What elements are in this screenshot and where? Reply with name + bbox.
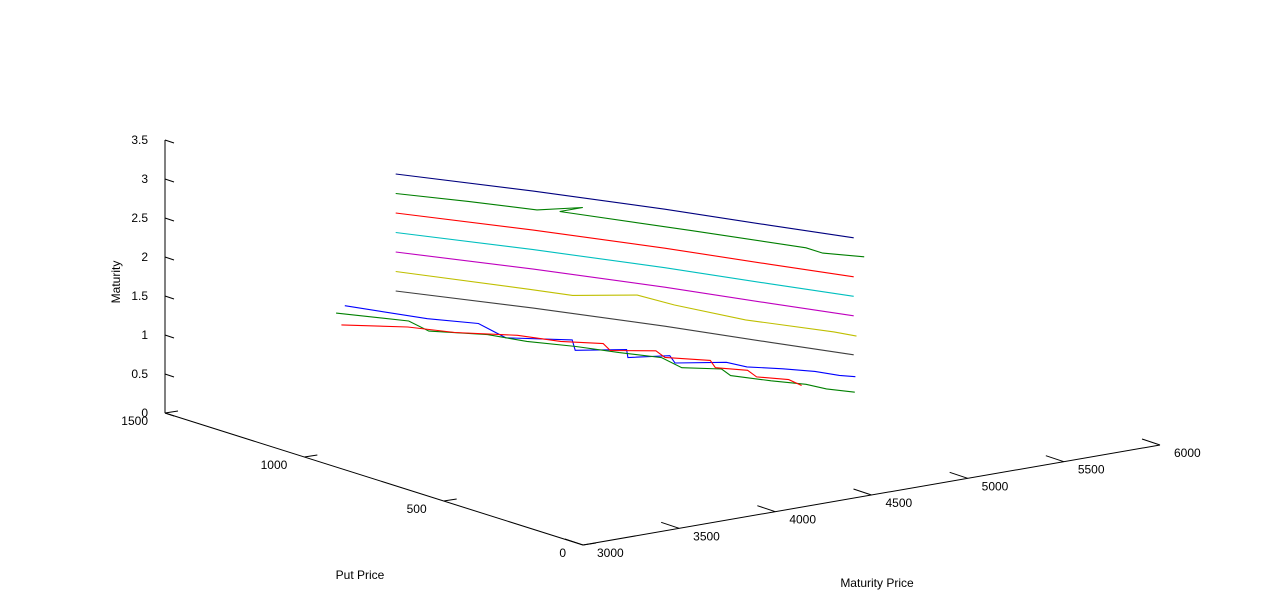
z-tick-label: 3	[141, 172, 148, 186]
series-line-7	[395, 290, 854, 356]
z-tick-label: 1.5	[131, 289, 148, 303]
y-tick-mark	[1045, 455, 1064, 463]
z-tick-label: 3.5	[131, 133, 148, 147]
x-tick-mark	[582, 542, 597, 546]
y-tick-mark	[853, 488, 872, 496]
ticks-layer: 0 0.5 1 1.5 2 2.5 3 3.5 0 500 1000 1500 3000 3500 4000…	[121, 133, 1201, 560]
z-tick-mark	[164, 334, 175, 339]
z-tick-mark	[164, 412, 175, 417]
x-tick-label: 1500	[121, 414, 148, 428]
z-tick-label: 1	[141, 328, 148, 342]
put-price-axis-line	[164, 412, 584, 546]
x-tick-mark	[304, 454, 318, 458]
y-axis-label: Maturity Price	[840, 576, 914, 590]
y-tick-label: 3000	[597, 546, 624, 560]
y-tick-label: 4000	[789, 513, 816, 527]
z-tick-mark	[164, 139, 175, 144]
series-line-9	[336, 312, 855, 393]
series-line-4	[395, 231, 854, 297]
series-line-1	[395, 173, 854, 239]
y-tick-label: 5000	[982, 479, 1009, 493]
x-axis-label: Put Price	[336, 568, 385, 582]
series-layer	[336, 173, 865, 393]
series-line-6	[395, 270, 857, 337]
series-line-8	[344, 305, 856, 378]
z-tick-label: 2.5	[131, 211, 148, 225]
y-tick-label: 5500	[1078, 463, 1105, 477]
x-tick-label: 0	[559, 546, 566, 560]
y-tick-mark	[949, 471, 968, 479]
z-tick-mark	[164, 178, 175, 183]
x-tick-mark	[443, 498, 457, 502]
series-line-3	[395, 212, 854, 278]
z-tick-mark	[164, 217, 175, 222]
z-tick-mark	[164, 373, 175, 378]
series-line-2	[395, 192, 865, 258]
y-tick-label: 3500	[693, 529, 720, 543]
y-tick-mark	[1141, 438, 1161, 446]
y-tick-mark	[661, 521, 680, 529]
y-tick-label: 6000	[1174, 446, 1201, 460]
x-tick-label: 500	[407, 502, 427, 516]
z-tick-mark	[164, 256, 175, 261]
z-tick-label: 0	[141, 406, 148, 420]
y-tick-label: 4500	[886, 496, 913, 510]
z-tick-label: 2	[141, 250, 148, 264]
x-tick-label: 1000	[261, 458, 288, 472]
z-axis-label: Maturity	[109, 261, 123, 304]
z-tick-mark	[164, 295, 175, 300]
z-tick-label: 0.5	[131, 367, 148, 381]
y-tick-mark	[564, 538, 584, 546]
series-line-10	[341, 324, 802, 387]
x-tick-mark	[164, 410, 179, 414]
y-tick-mark	[757, 505, 776, 513]
series-line-5	[395, 251, 854, 317]
